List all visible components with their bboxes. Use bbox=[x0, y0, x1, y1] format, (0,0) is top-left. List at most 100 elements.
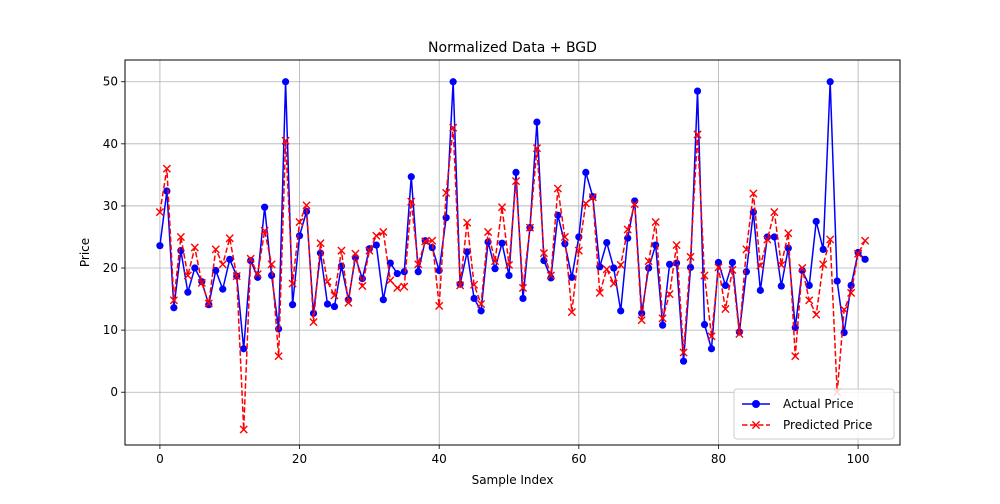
data-point-predicted-price bbox=[463, 218, 472, 227]
data-point-actual-price bbox=[407, 173, 415, 181]
data-point-predicted-price bbox=[616, 260, 625, 270]
data-point-predicted-price bbox=[169, 296, 178, 305]
data-point-predicted-price bbox=[637, 316, 646, 325]
data-point-predicted-price bbox=[176, 232, 185, 242]
data-point-predicted-price bbox=[470, 280, 479, 289]
data-point-actual-price bbox=[442, 214, 450, 222]
data-point-predicted-price bbox=[860, 236, 870, 245]
data-point-predicted-price bbox=[546, 271, 555, 280]
data-point-predicted-price bbox=[218, 260, 227, 269]
data-point-predicted-price bbox=[651, 217, 660, 227]
data-point-actual-price bbox=[512, 168, 520, 176]
data-point-actual-price bbox=[393, 270, 401, 278]
data-point-predicted-price bbox=[763, 235, 772, 244]
data-point-predicted-price bbox=[497, 203, 507, 212]
data-point-predicted-price bbox=[826, 235, 835, 244]
data-point-predicted-price bbox=[777, 260, 786, 270]
data-point-predicted-price bbox=[623, 225, 632, 234]
data-point-actual-price bbox=[323, 300, 332, 308]
data-point-predicted-price bbox=[267, 260, 276, 269]
data-point-actual-price bbox=[330, 302, 339, 311]
data-point-predicted-price bbox=[686, 252, 695, 261]
data-point-predicted-price bbox=[714, 263, 723, 272]
data-point-actual-price bbox=[156, 242, 164, 250]
series-line-predicted-price bbox=[159, 126, 866, 431]
y-tick-label: 20 bbox=[103, 261, 118, 275]
data-point-predicted-price bbox=[246, 254, 255, 263]
data-point-predicted-price bbox=[204, 299, 213, 308]
data-point-actual-price bbox=[379, 296, 387, 304]
data-point-actual-price bbox=[645, 264, 653, 272]
data-point-predicted-price bbox=[435, 301, 444, 310]
data-point-predicted-price bbox=[588, 193, 597, 202]
y-tick-label: 0 bbox=[110, 385, 118, 399]
data-point-actual-price bbox=[728, 258, 737, 267]
data-point-predicted-price bbox=[351, 249, 360, 258]
data-point-predicted-price bbox=[609, 279, 618, 288]
data-point-actual-price bbox=[261, 203, 269, 211]
data-point-predicted-price bbox=[581, 199, 590, 208]
data-point-predicted-price bbox=[183, 271, 192, 280]
data-point-predicted-price bbox=[316, 239, 325, 248]
data-point-predicted-price bbox=[225, 234, 234, 243]
data-point-predicted-price bbox=[211, 245, 220, 254]
data-point-actual-price bbox=[686, 263, 695, 272]
data-point-predicted-price bbox=[511, 176, 521, 186]
data-point-predicted-price bbox=[288, 279, 297, 288]
data-point-predicted-price bbox=[407, 197, 416, 206]
data-point-predicted-price bbox=[595, 288, 604, 297]
data-point-predicted-price bbox=[365, 246, 374, 255]
plot-frame bbox=[124, 59, 901, 446]
x-tick-label: 60 bbox=[571, 452, 586, 466]
data-point-predicted-price bbox=[707, 332, 716, 341]
data-point-predicted-price bbox=[602, 265, 611, 274]
data-point-predicted-price bbox=[819, 260, 828, 269]
data-point-actual-price bbox=[707, 345, 716, 353]
data-point-predicted-price bbox=[742, 245, 751, 254]
data-point-predicted-price bbox=[414, 260, 423, 269]
data-point-actual-price bbox=[470, 294, 478, 303]
data-point-actual-price bbox=[582, 168, 590, 176]
data-point-predicted-price bbox=[679, 348, 688, 357]
data-point-predicted-price bbox=[700, 271, 709, 280]
data-point-actual-price bbox=[205, 301, 213, 309]
data-point-predicted-price bbox=[358, 281, 367, 291]
data-point-predicted-price bbox=[281, 136, 290, 145]
data-point-actual-price bbox=[861, 255, 869, 263]
legend: Actual Price Predicted Price bbox=[733, 388, 895, 440]
data-point-predicted-price bbox=[770, 208, 779, 217]
data-point-predicted-price bbox=[260, 226, 269, 235]
data-point-predicted-price bbox=[784, 229, 793, 238]
data-point-predicted-price bbox=[162, 164, 171, 173]
data-point-actual-price bbox=[547, 274, 555, 282]
legend-marker-predicted bbox=[751, 420, 761, 430]
data-point-actual-price bbox=[414, 268, 422, 276]
data-point-predicted-price bbox=[518, 283, 528, 292]
data-point-predicted-price bbox=[344, 298, 353, 307]
data-point-actual-price bbox=[770, 233, 778, 241]
data-point-predicted-price bbox=[449, 123, 458, 132]
data-point-actual-price bbox=[170, 304, 178, 312]
data-point-actual-price bbox=[721, 281, 730, 290]
data-point-predicted-price bbox=[721, 304, 730, 314]
y-tick-label: 50 bbox=[103, 75, 118, 89]
data-point-actual-price bbox=[784, 244, 792, 252]
y-tick-label: 10 bbox=[103, 323, 118, 337]
data-point-predicted-price bbox=[854, 249, 863, 258]
data-point-actual-price bbox=[268, 271, 276, 280]
data-point-predicted-price bbox=[379, 227, 388, 237]
data-point-actual-price bbox=[756, 286, 764, 294]
data-point-actual-price bbox=[679, 357, 688, 365]
data-point-predicted-price bbox=[456, 281, 465, 290]
data-point-predicted-price bbox=[302, 201, 311, 210]
data-point-predicted-price bbox=[337, 246, 346, 255]
series-layer bbox=[155, 78, 870, 434]
legend-label-actual: Actual Price bbox=[783, 397, 854, 411]
data-point-predicted-price bbox=[560, 232, 569, 242]
data-point-predicted-price bbox=[728, 265, 737, 274]
data-point-predicted-price bbox=[330, 291, 339, 300]
y-tick-label: 40 bbox=[103, 137, 118, 151]
data-point-predicted-price bbox=[386, 276, 395, 285]
data-point-predicted-price bbox=[574, 246, 583, 255]
